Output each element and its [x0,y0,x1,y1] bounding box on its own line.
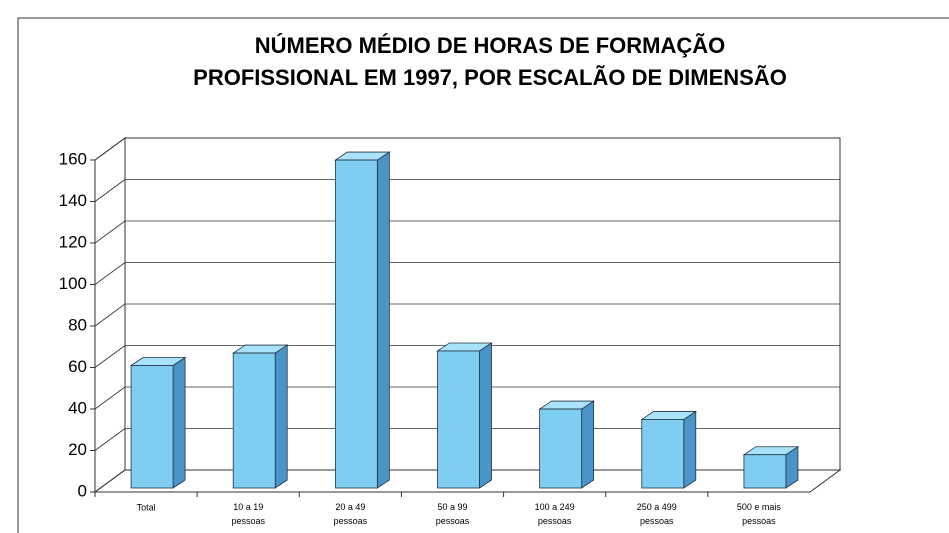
y-tick-label: 160 [59,149,87,168]
bar-side [479,342,492,489]
bar-side [172,356,186,489]
x-tick-label: 20 a 49 pessoas [334,502,368,526]
bar [130,365,174,489]
x-tick-label: 500 e mais pessoas [737,502,782,526]
bar [539,408,583,489]
y-tick-label: 100 [59,274,87,293]
x-tick-label: 50 a 99 pessoas [436,502,470,526]
grid-line [94,137,126,161]
x-tick-label: 10 a 19 pessoas [231,502,265,526]
grid-line [94,220,126,244]
y-tick-label: 140 [59,191,87,210]
x-tick-label: 250 a 499 pessoas [637,502,677,526]
grid-line [94,345,126,368]
y-tick-label: 60 [68,357,87,376]
bar-side [581,400,595,489]
bar-side [376,151,390,489]
y-tick-label: 40 [68,398,87,417]
bar [743,454,787,489]
bar [437,350,480,489]
y-tick-label: 80 [68,315,87,334]
y-tick-label: 120 [59,232,87,251]
bar [232,352,276,489]
bar [641,419,685,489]
x-tick-label: 100 a 249 pessoas [535,502,575,526]
bar-side [274,344,288,489]
grid-line [94,303,126,327]
grid-line [94,262,126,285]
bar-side [683,410,697,489]
x-tick-label: Total [137,502,156,512]
grid-line [94,428,126,451]
grid-line [94,469,126,493]
y-tick-label: 20 [68,440,87,459]
y-tick-label: 0 [78,481,87,500]
chart-title: NÚMERO MÉDIO DE HORAS DE FORMAÇÃO [255,33,726,58]
grid-line [94,179,126,202]
bar [334,159,378,489]
grid-line [94,386,126,410]
chart-title: PROFISSIONAL EM 1997, POR ESCALÃO DE DIM… [193,65,787,90]
